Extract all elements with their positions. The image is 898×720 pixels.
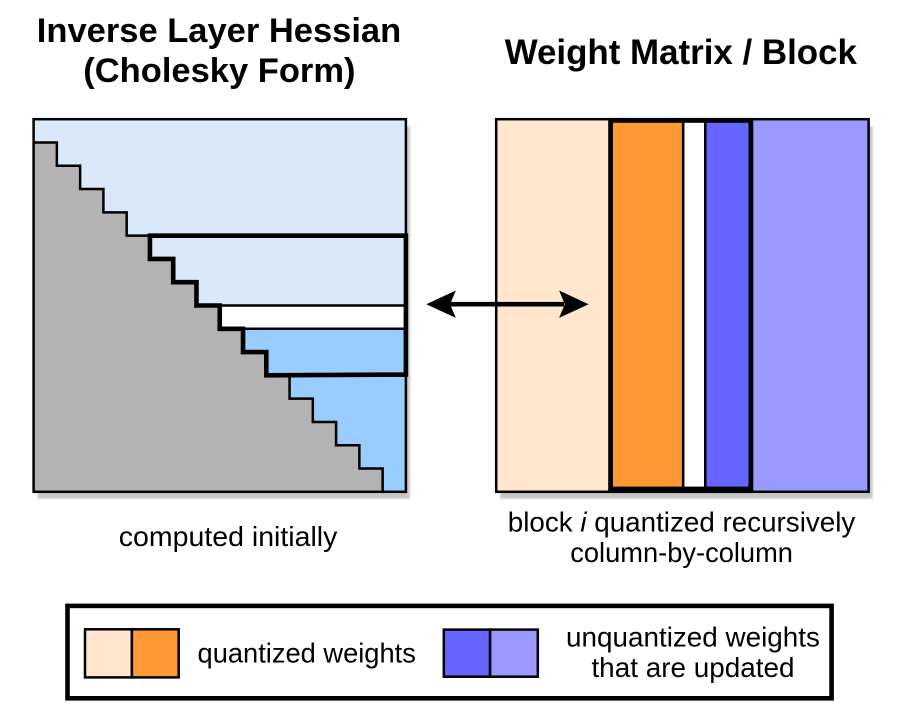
- svg-text:quantized weights: quantized weights: [198, 637, 416, 668]
- svg-text:Inverse Layer Hessian: Inverse Layer Hessian: [37, 12, 401, 50]
- svg-text:(Cholesky Form): (Cholesky Form): [83, 52, 355, 90]
- svg-text:block i quantized recursively: block i quantized recursively: [508, 507, 856, 538]
- svg-text:unquantized weights: unquantized weights: [566, 622, 820, 653]
- svg-text:that are updated: that are updated: [591, 652, 794, 683]
- svg-text:computed initially: computed initially: [119, 521, 338, 552]
- svg-text:Weight Matrix / Block: Weight Matrix / Block: [505, 33, 858, 72]
- svg-text:column-by-column: column-by-column: [570, 537, 793, 568]
